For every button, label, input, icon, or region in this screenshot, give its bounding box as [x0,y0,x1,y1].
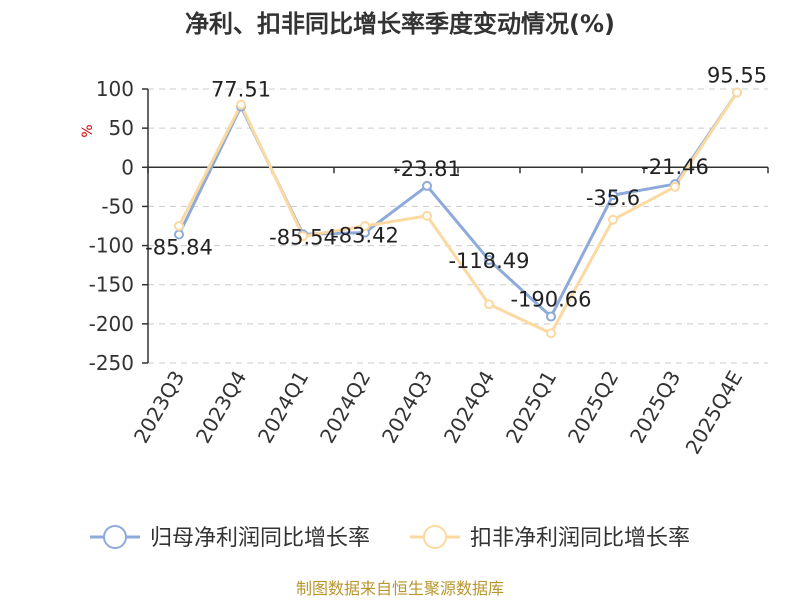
legend-label-2: 扣非净利润同比增长率 [470,526,690,551]
x-tick-label: 2025Q3 [625,367,685,448]
series-2-point [360,221,370,231]
data-label: -85.84 [145,235,213,259]
series-2-point [608,214,618,225]
series-2-point [236,99,246,110]
series-2-point [422,210,432,221]
y-tick-label: -250 [89,351,134,375]
series-line-1 [177,91,739,319]
data-label: -118.49 [448,249,529,273]
series-2-point [298,231,308,242]
legend-label-1: 归母净利润同比增长率 [150,526,370,551]
x-tick-label: 2025Q4E [681,367,748,459]
data-label: 77.51 [211,78,271,102]
data-label: -35.6 [586,186,640,210]
y-tick-label: 0 [121,155,134,179]
data-label: -21.46 [641,155,709,179]
y-tick-label: 50 [109,116,134,140]
series-2-point [174,221,184,231]
data-label: -85.54 [269,225,337,249]
series-2-point [670,181,680,192]
data-label: -190.66 [510,288,591,312]
series-1-point [608,190,618,201]
y-tick-label: -100 [89,234,134,258]
data-label: -83.42 [331,224,399,248]
x-tick-label: 2025Q2 [563,367,623,448]
y-axis-unit: % [80,124,96,137]
y-tick-label: 100 [96,77,134,101]
data-label-layer: -85.84 77.51 -85.54-83.42 -23.81 -118.49 -190… [145,63,767,311]
x-tick-label: 2024Q1 [253,367,313,448]
y-tick-label: -200 [89,312,134,336]
grid-layer [148,88,768,364]
series-1-point [546,311,556,322]
chart-title: 净利、扣非同比增长率季度变动情况(%) [185,10,615,38]
y-tick-label: -150 [89,273,134,297]
x-tick-label: 2024Q4 [439,367,499,448]
legend: 归母净利润同比增长率 扣非净利润同比增长率 [90,525,690,551]
x-tick-label: 2025Q1 [501,367,561,448]
x-tick-label: 2024Q3 [377,367,437,448]
legend-marker-2 [423,525,447,549]
x-tick-label: 2023Q4 [191,367,251,448]
source-footer: 制图数据来自恒生聚源数据库 [296,579,504,598]
series-2-point [732,87,742,98]
legend-marker-1 [103,525,127,549]
series-1-point [484,255,494,266]
series-layer [174,87,742,339]
y-tick-label: -50 [101,194,134,218]
x-tick-label: 2023Q3 [129,367,189,448]
x-tick-label: 2024Q2 [315,367,375,448]
series-2-point [484,299,494,310]
data-label: 95.55 [707,63,767,87]
series-line-2 [177,91,739,335]
series-2-point [546,328,556,339]
data-label: -23.81 [393,157,461,181]
series-1-point [422,180,432,191]
